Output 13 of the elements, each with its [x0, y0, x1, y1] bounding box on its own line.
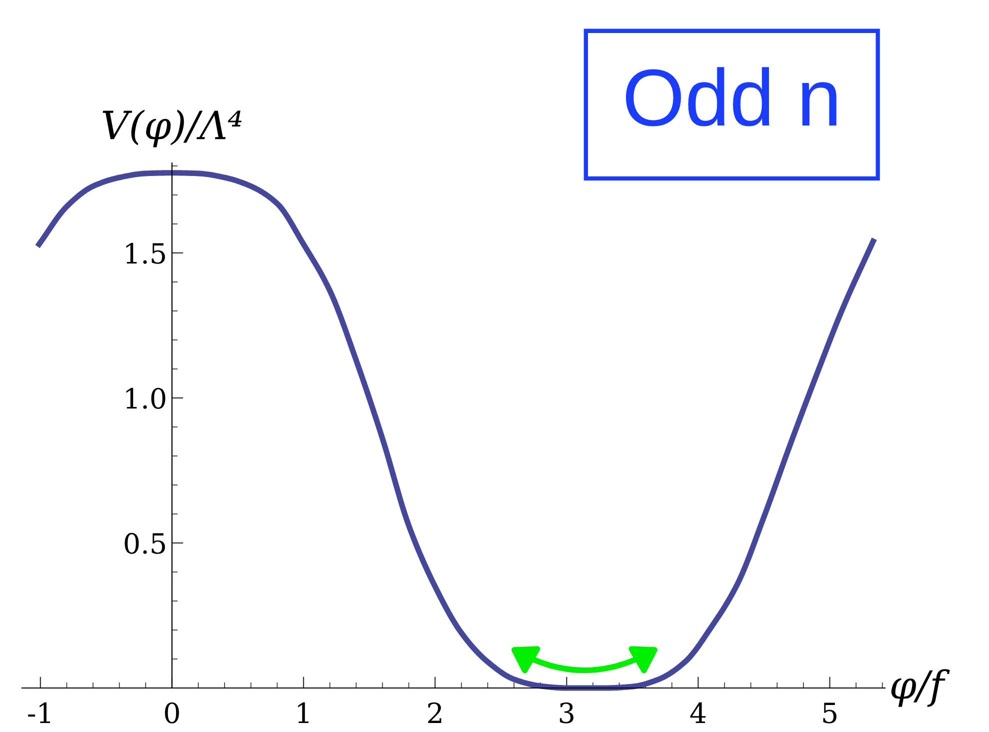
y-tick-label: 1.0 — [126, 388, 166, 409]
x-axis-title: φ/f — [891, 669, 950, 707]
y-tick-label: 0.5 — [124, 532, 165, 554]
x-tick-label: 4 — [690, 702, 706, 723]
x-tick-label: 2 — [428, 702, 442, 723]
y-tick-label: 1.5 — [126, 242, 165, 264]
x-tick-label: 3 — [560, 702, 574, 724]
x-tick-label: 5 — [823, 702, 836, 724]
text: Odd n — [626, 67, 836, 126]
x-tick-label: 0 — [164, 702, 179, 724]
y-axis-title: V(φ)/Λ⁴ — [102, 110, 242, 148]
x-tick-label: 1 — [298, 702, 308, 723]
x-tick-label: -1 — [28, 702, 50, 723]
